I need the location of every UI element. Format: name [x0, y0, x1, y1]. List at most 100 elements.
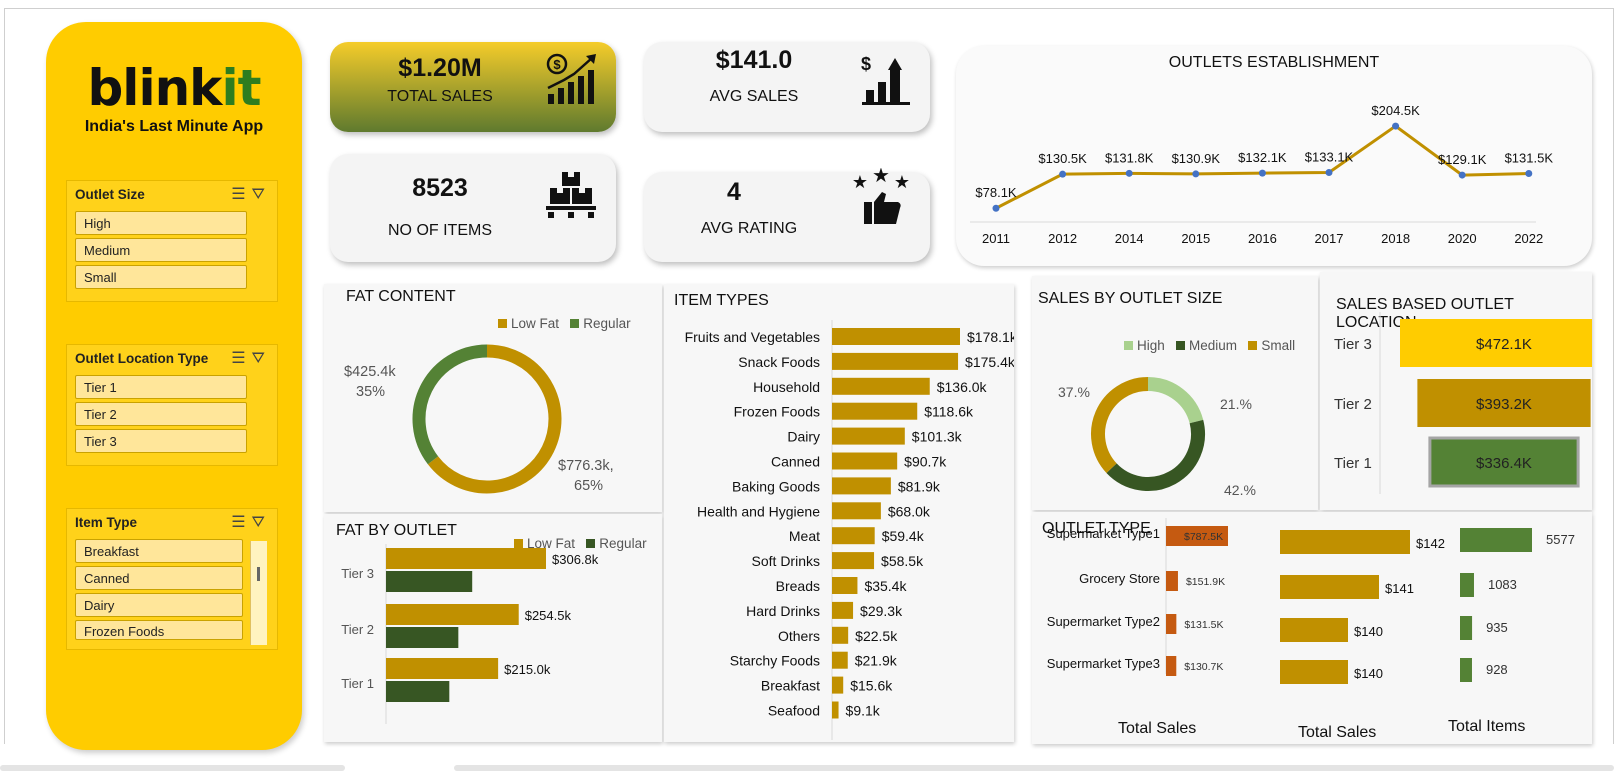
slicer-item-high[interactable]: High	[75, 211, 247, 235]
slicer-item-frozen-foods[interactable]: Frozen Foods	[75, 620, 243, 640]
fat-by-outlet-panel: FAT BY OUTLET Low Fat Regular $306.8k Tie…	[324, 514, 662, 742]
multi-select-icon[interactable]: ☰	[231, 350, 252, 367]
sales-by-location-panel: SALES BASED OUTLET LOCATION $472.1K Tier …	[1320, 272, 1592, 510]
chart-legend: Low Fat Regular	[498, 316, 631, 331]
data-point	[1392, 122, 1400, 130]
medium-slice-label: 42.%	[1224, 482, 1256, 498]
horizontal-scrollbar[interactable]	[0, 765, 345, 771]
data-label: $35.4k	[864, 578, 907, 594]
x-tick-label: 2017	[1315, 231, 1344, 246]
data-label: $68.0k	[888, 503, 931, 519]
clear-filter-icon[interactable]: ⛛	[251, 186, 271, 203]
slicer-item-tier-2[interactable]: Tier 2	[75, 402, 247, 426]
kpi-avg-rating: 4 AVG RATING ★ ★ ★	[644, 168, 930, 262]
axis-title-total-items: Total Items	[1448, 718, 1526, 735]
x-tick-label: 2011	[982, 231, 1010, 246]
data-label: $15.6k	[850, 678, 893, 694]
item-bar	[832, 328, 960, 345]
data-label: $178.1k	[967, 329, 1014, 345]
data-point	[1125, 169, 1133, 177]
item-bar	[832, 676, 844, 694]
data-label: 928	[1486, 662, 1508, 677]
chart-title: SALES BASED OUTLET LOCATION	[1336, 296, 1514, 331]
legend-low-fat: Low Fat	[511, 316, 560, 331]
y-tick-label: Dairy	[787, 429, 820, 445]
total-sales-bar	[1166, 656, 1177, 676]
slicer-item-dairy[interactable]: Dairy	[75, 593, 243, 617]
high-slice-label: 21.%	[1220, 396, 1252, 412]
slicer-item-tier-1[interactable]: Tier 1	[75, 375, 247, 399]
y-tick-label: Tier 2	[341, 622, 374, 637]
brand-logo: blinkit	[87, 59, 262, 117]
slicer-item-small[interactable]: Small	[75, 265, 247, 289]
scroll-thumb[interactable]	[257, 567, 260, 581]
y-tick-label: Tier 2	[1334, 396, 1372, 413]
data-label: $133.1K	[1305, 149, 1354, 164]
multi-select-icon[interactable]: ☰	[231, 514, 252, 531]
y-tick-label: Tier 3	[341, 566, 374, 581]
data-label: $175.4k	[965, 354, 1014, 370]
y-tick-label: Frozen Foods	[734, 404, 820, 420]
data-label: $78.1K	[975, 185, 1017, 200]
kpi-label: AVG RATING	[700, 220, 798, 237]
y-tick-label: Tier 1	[341, 676, 374, 691]
y-tick-label: Baking Goods	[732, 478, 820, 494]
dollar-growth-chart-icon: $	[546, 53, 596, 104]
low-fat-slice-label: $776.3k, 65%	[558, 456, 614, 496]
total-sales-bar	[1166, 614, 1177, 634]
item-type-slicer: Item Type ☰⛛ Breakfast Canned Dairy Froz…	[66, 508, 278, 650]
item-types-chart: $178.1k Fruits and Vegetables $175.4k Snack…	[685, 320, 1014, 740]
y-tick-label: Household	[753, 379, 820, 395]
data-label: $9.1k	[846, 703, 881, 719]
data-label: $393.2K	[1476, 396, 1532, 413]
data-label: $129.1K	[1438, 152, 1487, 167]
data-label: $59.4k	[882, 528, 925, 544]
outlet-type-label: Supermarket Type2	[1047, 614, 1160, 629]
svg-text:$: $	[553, 57, 561, 72]
clear-filter-icon[interactable]: ⛛	[251, 514, 271, 531]
low-fat-slice	[427, 344, 562, 494]
y-tick-label: Hard Drinks	[746, 603, 820, 619]
small-slice-label: 37.%	[1058, 384, 1090, 400]
slicer-item-breakfast[interactable]: Breakfast	[75, 539, 243, 563]
fat-content-panel: FAT CONTENT Low Fat Regular $425.4k 35% $…	[324, 284, 662, 512]
location-bar	[1417, 379, 1591, 427]
data-point	[1059, 170, 1067, 178]
kpi-no-of-items: 8523 NO OF ITEMS	[330, 154, 616, 262]
clear-filter-icon[interactable]: ⛛	[251, 350, 271, 367]
dashboard-frame	[4, 8, 1614, 744]
data-label: $22.5k	[855, 628, 898, 644]
data-label: $472.1K	[1476, 336, 1532, 353]
item-bar	[832, 577, 858, 594]
multi-select-icon[interactable]: ☰	[231, 186, 252, 203]
outlet-type-label: Supermarket Type1	[1047, 526, 1160, 541]
fat-content-donut	[412, 344, 562, 494]
slicer-title: Item Type	[75, 515, 138, 530]
total-items-bar	[1460, 528, 1532, 552]
slicer-scrollbar[interactable]	[250, 541, 267, 645]
data-label: $151.9K	[1186, 576, 1225, 588]
item-bar	[832, 427, 905, 445]
kpi-label: TOTAL SALES	[387, 88, 493, 105]
slicer-item-medium[interactable]: Medium	[75, 238, 247, 262]
data-label: $254.5k	[525, 608, 572, 623]
data-label: $21.9k	[855, 653, 898, 669]
chart-title: SALES BY OUTLET SIZE	[1038, 290, 1223, 307]
outlet-type-chart: Supermarket Type1 $787.5K $142 5577 Grocery …	[1047, 518, 1575, 684]
slicer-item-tier-3[interactable]: Tier 3	[75, 429, 247, 453]
legend-regular: Regular	[583, 316, 631, 331]
slicer-item-canned[interactable]: Canned	[75, 566, 243, 590]
avg-sales-bar	[1280, 575, 1379, 599]
data-point	[1258, 169, 1266, 177]
item-types-panel: ITEM TYPES $178.1k Fruits and Vegetables $…	[664, 284, 1014, 742]
kpi-value: $141.0	[715, 46, 793, 74]
small-slice	[1091, 377, 1149, 474]
total-items-bar	[1460, 573, 1474, 597]
horizontal-scrollbar-track[interactable]	[454, 765, 1614, 771]
item-bar	[832, 552, 875, 570]
chart-legend: Low Fat Regular	[514, 536, 647, 551]
data-label: $131.5K	[1505, 151, 1554, 166]
item-bar	[832, 601, 854, 619]
dollar-bar-chart-icon: $	[861, 54, 910, 105]
regular-slice	[412, 344, 488, 465]
